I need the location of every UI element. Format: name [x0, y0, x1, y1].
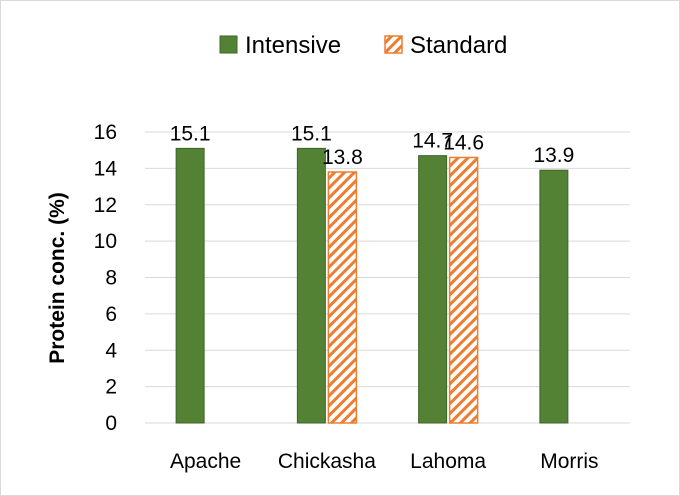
bar-intensive-morris: [539, 169, 569, 424]
y-tick-label: 6: [105, 303, 117, 326]
bar-standard-lahoma: [448, 156, 479, 424]
y-tick-label: 12: [94, 194, 117, 217]
bar-intensive-apache: [175, 147, 205, 424]
y-tick-label: 2: [105, 376, 117, 399]
legend: Intensive Standard: [219, 32, 507, 59]
data-label: 15.1: [170, 122, 211, 145]
y-tick-label: 14: [94, 157, 118, 180]
x-tick-label: Chickasha: [278, 450, 376, 473]
bar-intensive-chickasha: [296, 147, 326, 424]
legend-label-intensive: Intensive: [245, 32, 341, 59]
data-label: 13.9: [533, 144, 574, 167]
x-tick-label: Lahoma: [410, 450, 486, 473]
x-tick-label: Apache: [170, 450, 241, 473]
y-tick-label: 0: [105, 412, 117, 435]
bars: [175, 147, 569, 424]
bar-standard-chickasha: [327, 171, 358, 424]
y-tick-label: 8: [105, 267, 117, 290]
data-label: 14.7: [412, 130, 453, 153]
y-axis-title: Protein conc. (%): [46, 192, 69, 364]
data-label: 13.8: [322, 146, 363, 169]
bar-intensive-lahoma: [418, 155, 448, 424]
data-label: 14.6: [443, 131, 484, 154]
y-tick-label: 16: [94, 121, 117, 144]
y-tick-label: 10: [94, 230, 117, 253]
legend-label-standard: Standard: [410, 32, 507, 59]
legend-swatch-standard: [384, 35, 403, 54]
data-labels: 15.1 15.113.814.714.613.9: [170, 122, 575, 169]
data-label: 15.1: [291, 122, 332, 145]
x-tick-labels: Apache Chickasha Lahoma Morris: [170, 450, 599, 473]
y-tick-label: 4: [105, 339, 117, 362]
x-tick-label: Morris: [540, 450, 598, 473]
legend-swatch-intensive: [219, 35, 238, 54]
y-tick-labels: 0 2 4 6 8 10 12 14 16: [94, 121, 118, 435]
